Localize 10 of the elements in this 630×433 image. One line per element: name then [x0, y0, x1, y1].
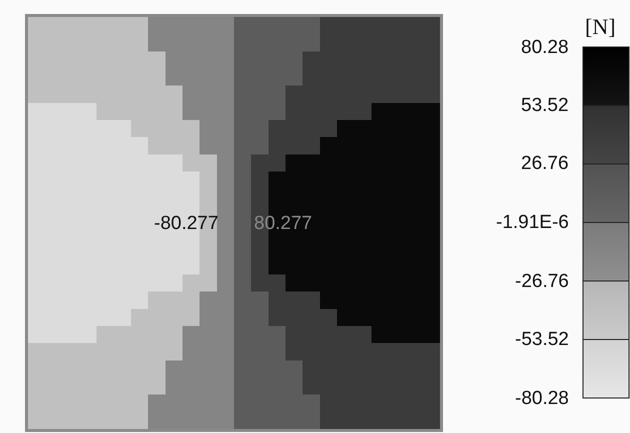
color-bar-label: -80.28 [515, 388, 569, 409]
color-bar-label: -26.76 [515, 271, 569, 292]
annotation: 80.277 [254, 213, 312, 234]
color-bar-label: 53.52 [521, 95, 569, 116]
color-bar-title: [N] [585, 14, 616, 39]
color-bar-label: -53.52 [515, 329, 569, 350]
color-bar-label: 26.76 [521, 153, 569, 174]
annotation: -80.277 [154, 213, 218, 234]
color-bar-label: -1.91E-6 [496, 212, 569, 233]
color-bar-label: 80.28 [521, 37, 569, 58]
